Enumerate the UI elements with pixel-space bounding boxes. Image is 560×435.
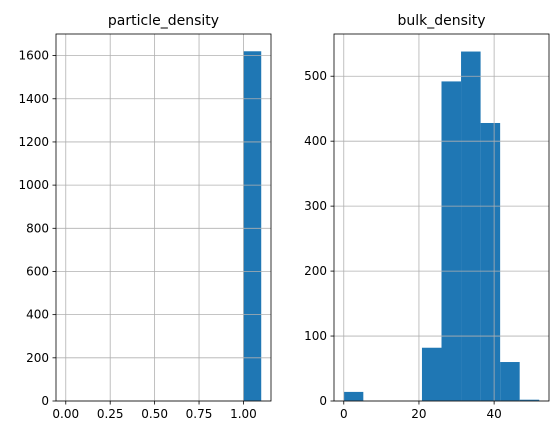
particle-density-ytick-label-5: 1000: [18, 178, 49, 192]
particle-density-ytick-label-2: 400: [26, 308, 49, 322]
particle-density-ytick-label-3: 600: [26, 264, 49, 278]
bulk-density-bar-5: [441, 81, 462, 402]
bulk-density-bar-7: [480, 122, 501, 401]
particle-density-ytick-label-7: 1400: [18, 92, 49, 106]
particle-density-xtick-label-1: 0.25: [97, 407, 124, 421]
bulk-density-ytick-label-0: 0: [319, 394, 327, 408]
particle-density-ytick-label-4: 800: [26, 221, 49, 235]
particle-density-xtick-label-0: 0.00: [52, 407, 79, 421]
particle-density-title: particle_density: [108, 13, 219, 29]
particle-density-bar-0: [243, 51, 262, 401]
bulk-density-ytick-label-2: 200: [304, 264, 327, 278]
bulk-density-ytick-label-3: 300: [304, 199, 327, 213]
particle-density-axes-frame: [55, 33, 272, 402]
particle-density-xtick-label-3: 0.75: [186, 407, 213, 421]
particle-density-panel: 0.00 0.25 0.50 0.75 1.00 0 200 400 600 800 1000 120…: [18, 13, 272, 421]
particle-density-ytick-label-8: 1600: [18, 49, 49, 63]
bulk-density-ytick-label-4: 400: [304, 134, 327, 148]
bulk-density-axes-frame: [333, 33, 550, 402]
bulk-density-bar-9: [519, 399, 540, 401]
bulk-density-xtick-label-2: 40: [486, 407, 501, 421]
bulk-density-xtick-label-0: 0: [340, 407, 348, 421]
particle-density-xtick-label-4: 1.00: [230, 407, 257, 421]
particle-density-ytick-label-0: 0: [41, 394, 49, 408]
bulk-density-bar-8: [500, 362, 520, 401]
particle-density-xtick-label-2: 0.50: [141, 407, 168, 421]
bulk-density-ytick-label-5: 500: [304, 69, 327, 83]
bulk-density-bar-4: [421, 347, 442, 401]
particle-density-ytick-label-1: 200: [26, 351, 49, 365]
bulk-density-ytick-label-1: 100: [304, 329, 327, 343]
bulk-density-bar-0: [343, 391, 364, 401]
bulk-density-xtick-label-1: 20: [411, 407, 426, 421]
bulk-density-title: bulk_density: [397, 13, 485, 29]
particle-density-ytick-label-6: 1200: [18, 135, 49, 149]
bulk-density-bar-6: [461, 51, 481, 401]
